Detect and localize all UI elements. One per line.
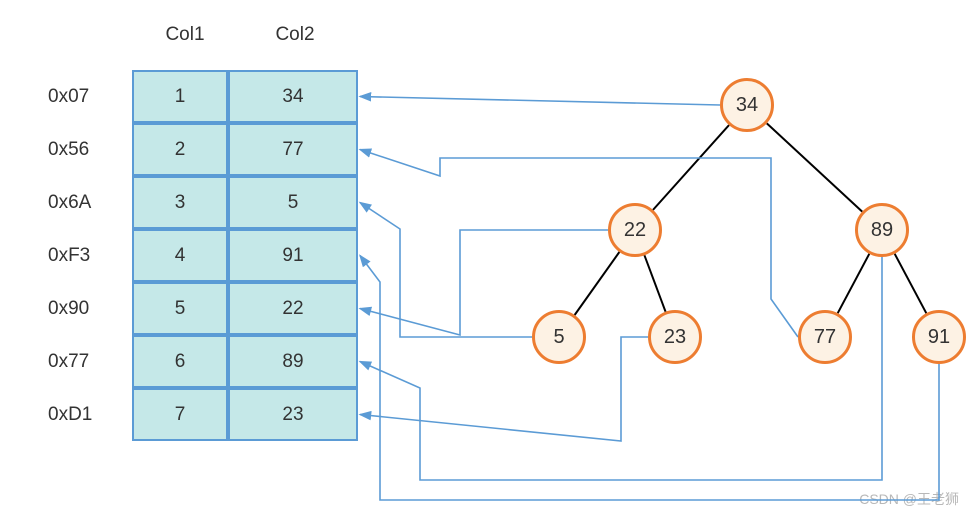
tree-node: 77 bbox=[798, 310, 852, 364]
cell-col1: 2 bbox=[132, 123, 228, 176]
row-addr: 0xD1 bbox=[48, 388, 92, 441]
tree-node: 22 bbox=[608, 203, 662, 257]
tree-node: 91 bbox=[912, 310, 966, 364]
tree-node: 89 bbox=[855, 203, 909, 257]
tree-node: 5 bbox=[532, 310, 586, 364]
cell-col1: 7 bbox=[132, 388, 228, 441]
tree-node: 34 bbox=[720, 78, 774, 132]
cell-col1: 4 bbox=[132, 229, 228, 282]
row-addr: 0x6A bbox=[48, 176, 91, 229]
tree-node: 23 bbox=[648, 310, 702, 364]
cell-col2: 89 bbox=[228, 335, 358, 388]
watermark: CSDN @王老狮 bbox=[859, 489, 959, 509]
cell-col2: 34 bbox=[228, 70, 358, 123]
cell-col1: 5 bbox=[132, 282, 228, 335]
col2-header: Col2 bbox=[265, 0, 325, 70]
diagram-container: { "layout": { "row_height": 53, "row_lab… bbox=[0, 0, 977, 517]
cell-col2: 22 bbox=[228, 282, 358, 335]
cell-col1: 1 bbox=[132, 70, 228, 123]
row-addr: 0x56 bbox=[48, 123, 89, 176]
cell-col2: 5 bbox=[228, 176, 358, 229]
col1-header: Col1 bbox=[155, 0, 215, 70]
cell-col2: 77 bbox=[228, 123, 358, 176]
cell-col2: 23 bbox=[228, 388, 358, 441]
cell-col1: 6 bbox=[132, 335, 228, 388]
row-addr: 0x77 bbox=[48, 335, 89, 388]
cell-col2: 91 bbox=[228, 229, 358, 282]
row-addr: 0x90 bbox=[48, 282, 89, 335]
cell-col1: 3 bbox=[132, 176, 228, 229]
row-addr: 0xF3 bbox=[48, 229, 90, 282]
row-addr: 0x07 bbox=[48, 70, 89, 123]
